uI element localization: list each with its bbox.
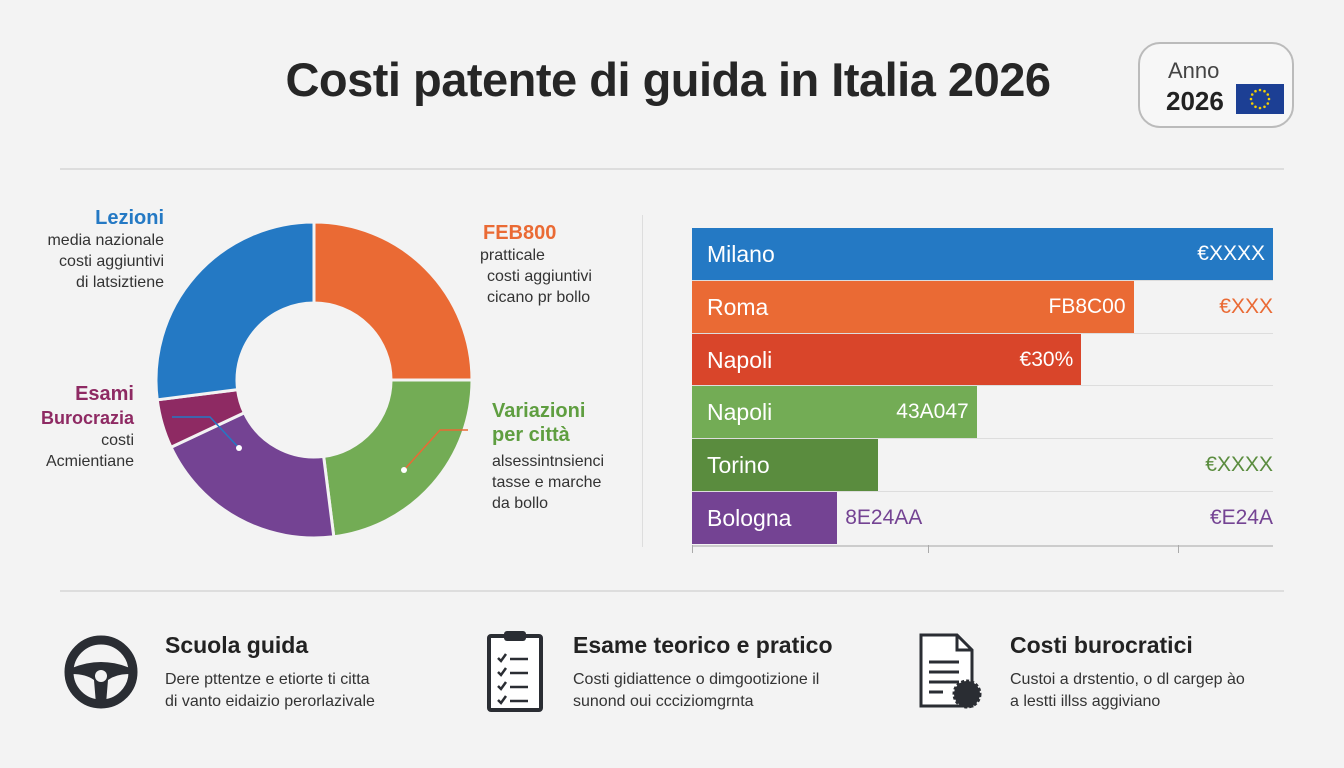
year-badge: Anno 2026 [1138,42,1294,128]
document-certificate-icon [918,632,988,717]
divider [60,168,1284,170]
label-line: di latsiztiene [40,272,164,293]
label-title: FEB800 [483,221,592,245]
axis-tick [692,545,693,553]
label-line: media nazionale [40,230,164,251]
bar-right-label: €XXXX [1205,453,1273,477]
bar-label: Napoli [707,347,772,374]
leader-dot [236,445,242,451]
feature-title: Esame teorico e pratico [573,632,833,659]
leader-dot [401,467,407,473]
clipboard-checklist-icon [486,628,544,717]
bar-right-label: €E24A [1210,506,1273,530]
label-title: Esami [20,382,134,406]
label-line: pratticale [480,245,592,266]
feature-title: Scuola guida [165,632,375,659]
axis-tick [1178,545,1179,553]
bar-value-label: FB8C00 [1049,295,1126,319]
label-line: cicano pr bollo [487,287,592,308]
feature-text: Costi gidiattence o dimgootizione il [573,669,833,691]
label-title: Lezioni [40,206,164,230]
bar-right-label: €XXX [1219,295,1273,319]
label-lezioni: Lezioni media nazionale costi aggiuntivi… [40,206,164,293]
bar-value-label: €30% [1020,348,1074,372]
bar-milano: Milano €XXXX [692,228,1273,280]
bar-napoli: Napoli €30% [692,334,1081,386]
label-line: Acmientiane [20,451,134,472]
bar-label: Roma [707,294,768,321]
page-title: Costi patente di guida in Italia 2026 [0,52,1336,107]
steering-wheel-icon [64,634,138,715]
label-title: Variazioni [492,399,604,423]
label-feb: FEB800 pratticale costi aggiuntivi cican… [480,221,592,308]
donut-slice [324,380,472,537]
label-line: alsessintnsienci [492,451,604,472]
eu-flag-icon [1236,84,1284,114]
divider [642,215,643,547]
bar-value-label: 8E24AA [845,506,922,530]
label-title: Burocrazia [20,406,134,430]
label-variazioni: Variazioni per città alsessintnsienci ta… [492,399,604,514]
feature-text: di vanto eidaizio perorlazivale [165,691,375,713]
bar-label: Bologna [707,505,791,532]
bar-napoli: Napoli 43A047 [692,386,977,438]
feature-text: a lestti illss aggiviano [1010,691,1245,713]
badge-year: 2026 [1166,86,1224,117]
bar-value-label: €XXXX [1197,242,1265,266]
divider [60,590,1284,592]
badge-label: Anno [1168,58,1219,84]
feature-title: Costi burocratici [1010,632,1245,659]
bar-bologna: Bologna8E24AA [692,492,837,544]
donut-slice [156,222,314,400]
label-esami: Esami Burocrazia costi Acmientiane [20,382,134,472]
bar-torino: Torino [692,439,878,491]
feature-costi-burocratici: Costi burocratici Custoi a drstentio, o … [1010,632,1245,713]
feature-scuola-guida: Scuola guida Dere pttentze e etiorte ti … [165,632,375,713]
feature-text: Custoi a drstentio, o dl cargep ào [1010,669,1245,691]
feature-text: Dere pttentze e etiorte ti citta [165,669,375,691]
donut-slice [314,222,472,380]
label-line: costi aggiuntivi [487,266,592,287]
x-axis [692,545,1273,547]
bar-value-label: 43A047 [896,400,968,424]
feature-esame: Esame teorico e pratico Costi gidiattenc… [573,632,833,713]
label-line: tasse e marche [492,472,604,493]
bar-label: Torino [707,452,770,479]
feature-text: sunond oui ccciziomgrnta [573,691,833,713]
label-line: costi aggiuntivi [40,251,164,272]
bar-roma: Roma FB8C00 [692,281,1134,333]
label-line: costi [20,430,134,451]
label-line: da bollo [492,493,604,514]
axis-tick [928,545,929,553]
bar-label: Napoli [707,399,772,426]
label-title: per città [492,423,604,447]
bar-label: Milano [707,241,775,268]
